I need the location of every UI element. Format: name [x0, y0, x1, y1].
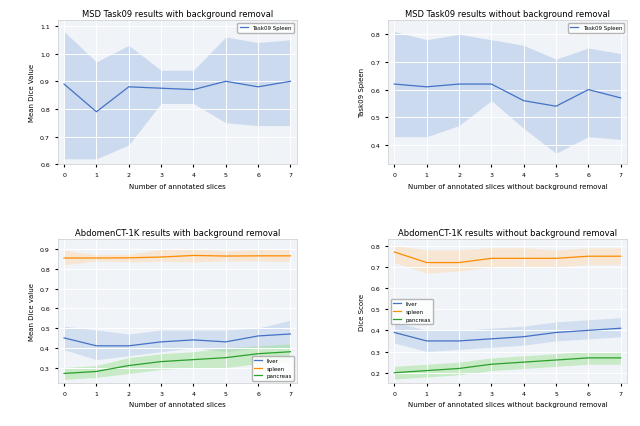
pancreas	[222, 355, 230, 360]
pancreas	[423, 368, 431, 373]
Task09 Spleen	[423, 85, 431, 90]
Title: AbdomenCT-1K results without background removal: AbdomenCT-1K results without background …	[398, 229, 617, 238]
spleen	[390, 250, 398, 255]
spleen	[617, 254, 625, 259]
pancreas	[254, 351, 262, 357]
spleen	[488, 256, 495, 261]
Line: liver: liver	[394, 328, 621, 341]
pancreas	[125, 363, 132, 368]
Title: AbdomenCT-1K results with background removal: AbdomenCT-1K results with background rem…	[75, 229, 280, 238]
pancreas	[60, 371, 68, 376]
liver	[254, 334, 262, 339]
Title: MSD Task09 results without background removal: MSD Task09 results without background re…	[405, 10, 610, 19]
Task09 Spleen	[93, 110, 100, 115]
liver	[222, 340, 230, 345]
liver	[93, 343, 100, 348]
liver	[287, 331, 294, 337]
Task09 Spleen	[488, 82, 495, 87]
pancreas	[390, 370, 398, 375]
liver	[189, 337, 197, 343]
Task09 Spleen	[287, 80, 294, 85]
pancreas	[617, 355, 625, 360]
pancreas	[520, 360, 527, 365]
liver	[584, 328, 592, 333]
Task09 Spleen	[157, 86, 165, 92]
Y-axis label: Dice Score: Dice Score	[359, 293, 365, 330]
pancreas	[189, 357, 197, 363]
pancreas	[287, 349, 294, 354]
Line: Task09 Spleen: Task09 Spleen	[64, 82, 291, 112]
pancreas	[93, 369, 100, 374]
liver	[125, 343, 132, 348]
pancreas	[157, 359, 165, 364]
Task09 Spleen	[552, 104, 560, 109]
Legend: Task09 Spleen: Task09 Spleen	[568, 24, 625, 34]
pancreas	[552, 357, 560, 363]
Title: MSD Task09 results with background removal: MSD Task09 results with background remov…	[82, 10, 273, 19]
spleen	[157, 255, 165, 260]
Legend: liver, spleen, pancreas: liver, spleen, pancreas	[252, 356, 294, 380]
Legend: liver, spleen, pancreas: liver, spleen, pancreas	[390, 299, 433, 324]
liver	[390, 330, 398, 335]
Line: spleen: spleen	[64, 256, 291, 259]
Line: liver: liver	[64, 334, 291, 346]
Task09 Spleen	[254, 85, 262, 90]
Task09 Spleen	[125, 85, 132, 90]
Line: Task09 Spleen: Task09 Spleen	[394, 85, 621, 107]
spleen	[60, 256, 68, 261]
X-axis label: Number of annotated slices without background removal: Number of annotated slices without backg…	[408, 183, 607, 189]
Y-axis label: Mean Dice value: Mean Dice value	[29, 282, 35, 340]
spleen	[287, 254, 294, 259]
pancreas	[455, 366, 463, 371]
spleen	[189, 253, 197, 259]
Task09 Spleen	[520, 99, 527, 104]
X-axis label: Number of annotated slices: Number of annotated slices	[129, 183, 226, 189]
Task09 Spleen	[189, 88, 197, 93]
Task09 Spleen	[617, 96, 625, 101]
Task09 Spleen	[455, 82, 463, 87]
spleen	[520, 256, 527, 261]
spleen	[423, 260, 431, 265]
pancreas	[488, 362, 495, 367]
liver	[552, 330, 560, 335]
liver	[60, 336, 68, 341]
liver	[423, 339, 431, 344]
spleen	[455, 260, 463, 265]
X-axis label: Number of annotated slices: Number of annotated slices	[129, 402, 226, 408]
Line: pancreas: pancreas	[64, 352, 291, 374]
Task09 Spleen	[584, 88, 592, 93]
liver	[488, 337, 495, 342]
spleen	[93, 256, 100, 261]
spleen	[125, 256, 132, 261]
spleen	[222, 254, 230, 259]
liver	[455, 339, 463, 344]
Legend: Task09 Spleen: Task09 Spleen	[237, 24, 294, 34]
Task09 Spleen	[390, 82, 398, 87]
spleen	[584, 254, 592, 259]
liver	[617, 326, 625, 331]
Task09 Spleen	[222, 80, 230, 85]
Task09 Spleen	[60, 82, 68, 87]
pancreas	[584, 355, 592, 360]
Y-axis label: Task09 Spleen: Task09 Spleen	[359, 68, 365, 118]
Line: spleen: spleen	[394, 252, 621, 263]
spleen	[552, 256, 560, 261]
Y-axis label: Mean Dice Value: Mean Dice Value	[29, 64, 35, 122]
liver	[157, 340, 165, 345]
spleen	[254, 254, 262, 259]
liver	[520, 334, 527, 340]
X-axis label: Number of annotated slices without background removal: Number of annotated slices without backg…	[408, 402, 607, 408]
Line: pancreas: pancreas	[394, 358, 621, 373]
